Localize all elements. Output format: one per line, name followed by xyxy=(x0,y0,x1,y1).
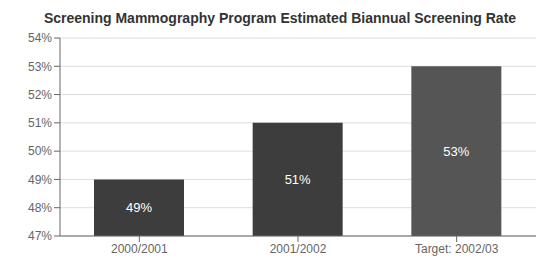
svg-text:47%: 47% xyxy=(28,229,52,243)
svg-text:50%: 50% xyxy=(28,144,52,158)
svg-text:51%: 51% xyxy=(28,116,52,130)
svg-text:53%: 53% xyxy=(443,144,469,159)
svg-text:51%: 51% xyxy=(285,172,311,187)
html-text:Screening Mammography Program: Screening Mammography Program Estimated … xyxy=(43,10,517,26)
svg-text:52%: 52% xyxy=(28,88,52,102)
svg-text:2001/2002: 2001/2002 xyxy=(270,242,327,256)
svg-text:2000/2001: 2000/2001 xyxy=(111,242,168,256)
svg-text:49%: 49% xyxy=(126,200,152,215)
svg-text:Target: 2002/03: Target: 2002/03 xyxy=(415,242,499,256)
svg-text:53%: 53% xyxy=(28,60,52,74)
svg-text:48%: 48% xyxy=(28,201,52,215)
svg-text:54%: 54% xyxy=(28,31,52,45)
svg-text:49%: 49% xyxy=(28,173,52,187)
